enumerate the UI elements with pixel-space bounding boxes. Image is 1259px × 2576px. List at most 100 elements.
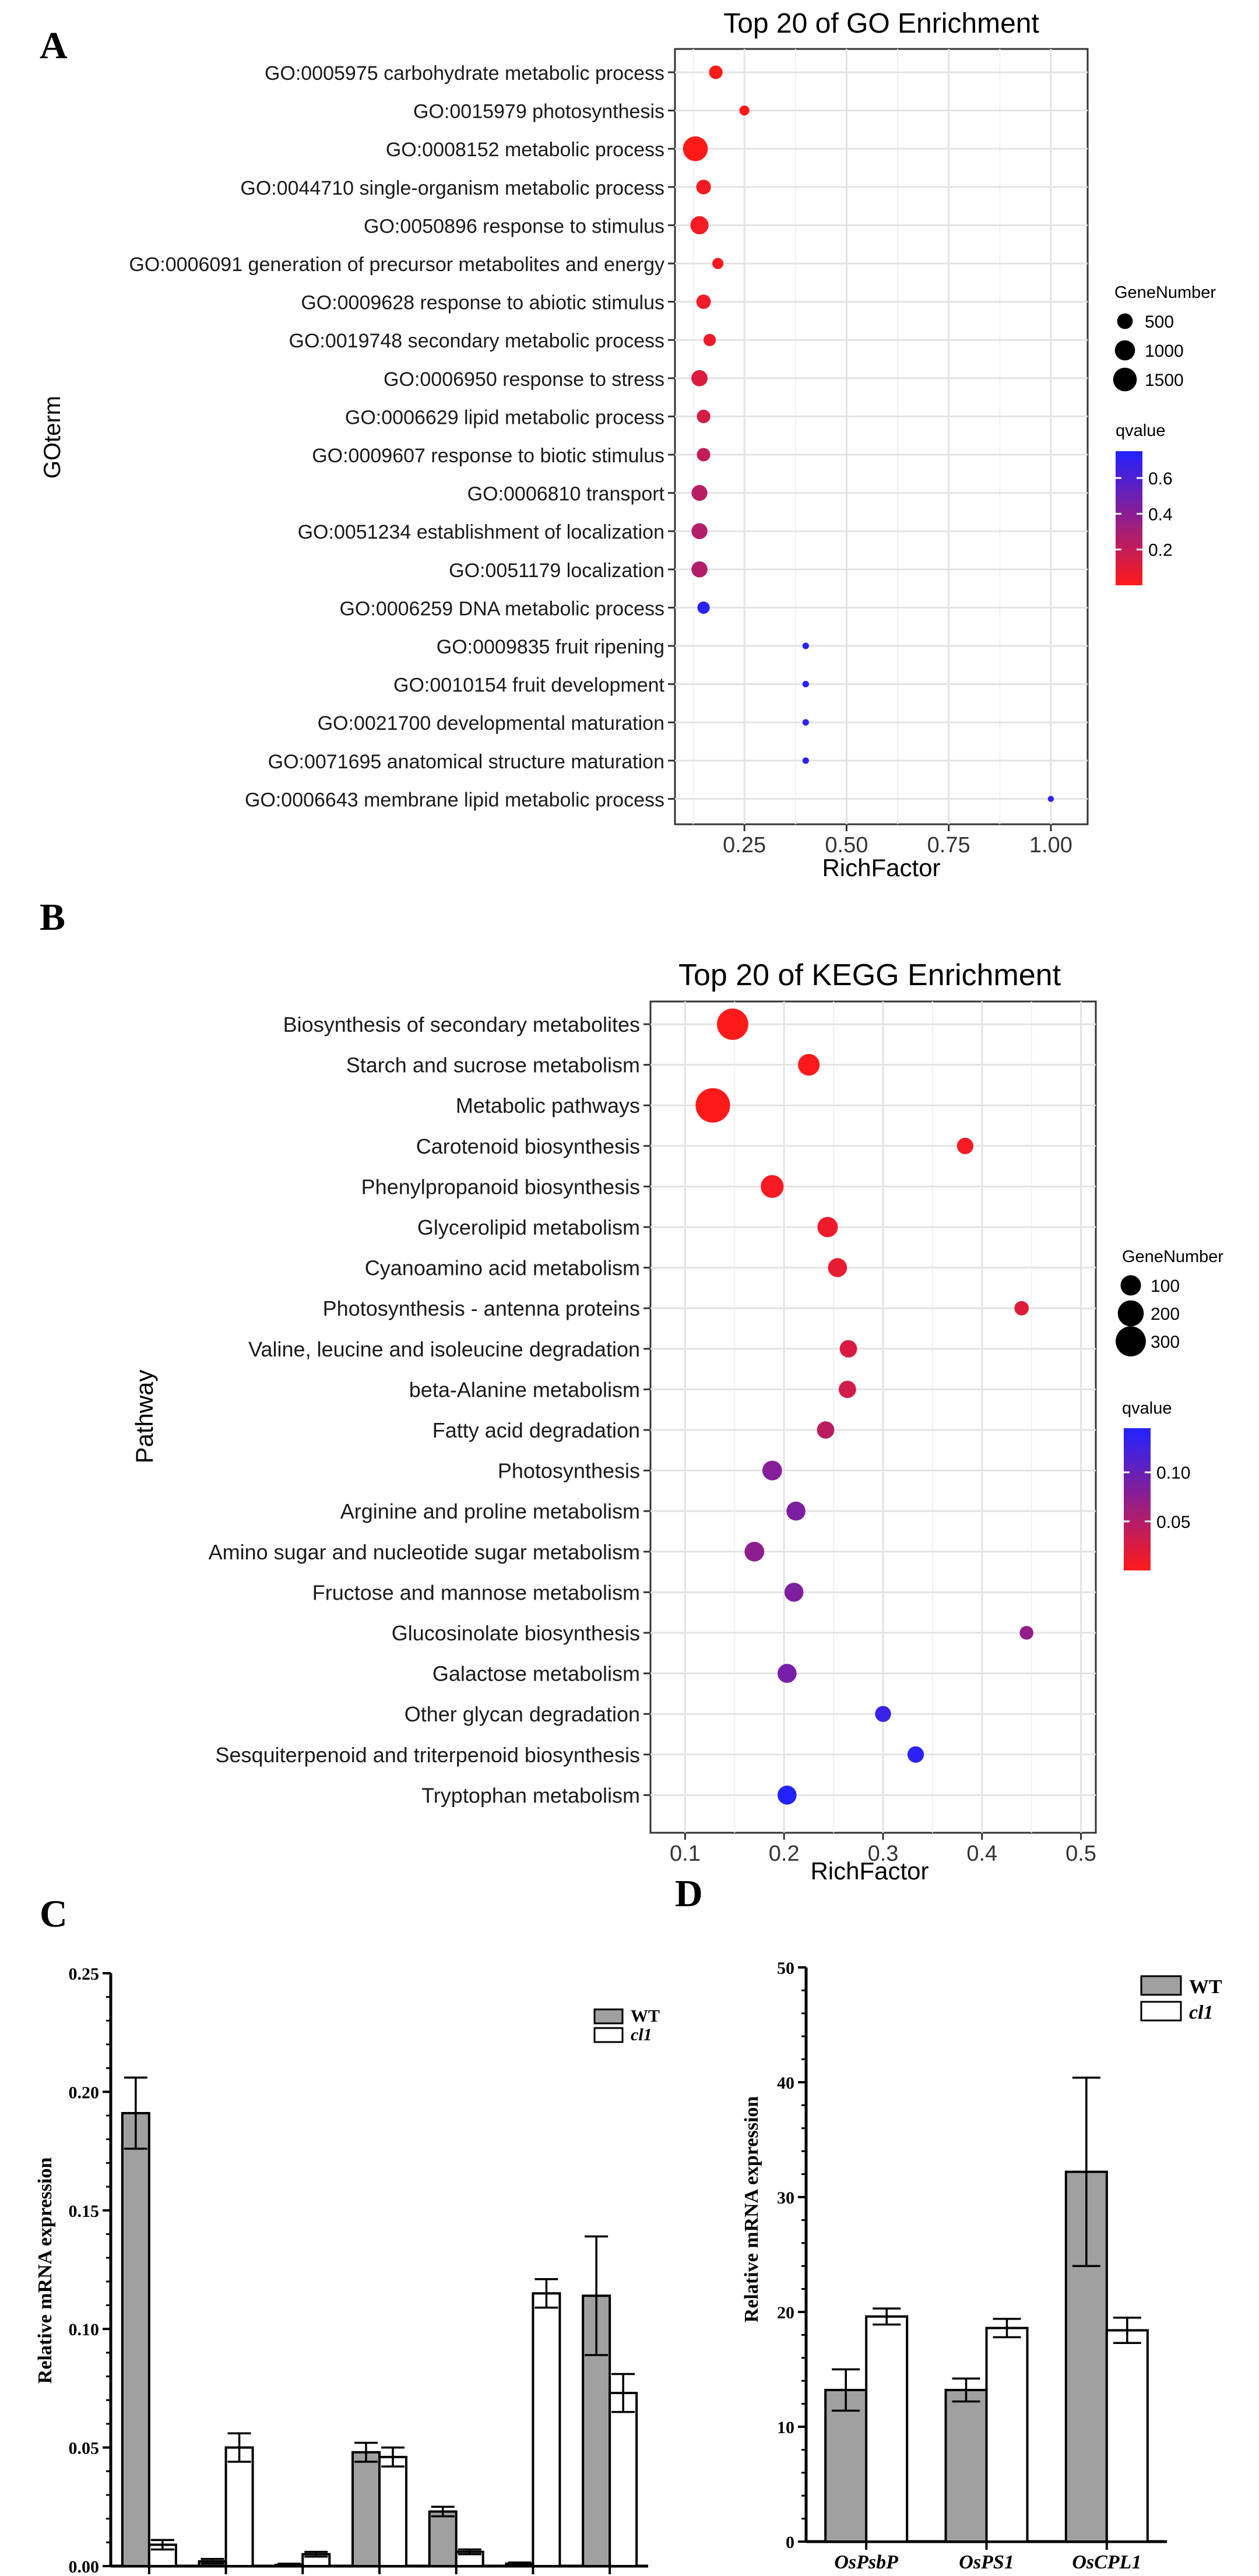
go-size-legend-dot [1114, 340, 1135, 361]
kegg-y-tick-label: Metabolic pathways [456, 1094, 640, 1117]
panel-label-c: C [40, 1893, 68, 1935]
go-x-tick-label: 0.25 [723, 833, 766, 858]
go-y-tick-label: GO:0051234 establishment of localization [298, 521, 664, 543]
kegg-x-tick-label: 0.1 [670, 1841, 701, 1866]
kegg-size-legend-label: 300 [1151, 1333, 1180, 1352]
c-bar [428, 2510, 458, 2568]
go-size-legend: GeneNumber 500 1000 1500 [1113, 283, 1216, 392]
kegg-point [956, 1137, 973, 1154]
go-y-tick-label: GO:0006950 response to stress [384, 368, 664, 391]
go-point [696, 294, 711, 309]
kegg-y-tick-label: Phenylpropanoid biosynthesis [361, 1175, 640, 1199]
c-legend-label: WT [631, 2006, 660, 2026]
d-y-tick-label: 20 [777, 2303, 794, 2322]
c-bar [609, 2392, 638, 2568]
kegg-y-tick-label: beta-Alanine metabolism [409, 1377, 640, 1401]
kegg-point [762, 1460, 782, 1481]
go-y-tick-label: GO:0009628 response to abiotic stimulus [301, 292, 664, 314]
go-size-legend-dot [1113, 367, 1137, 392]
kegg-enrichment-chart: Top 20 of KEGG Enrichment Biosynthesis o… [131, 958, 1223, 1885]
qpcr-chart-d: Relative mRNA expression 0 10 20 30 40 50 OsPs… [741, 1959, 1222, 2573]
d-bar [1105, 2329, 1149, 2543]
d-legend-label: cl1 [1189, 2002, 1214, 2023]
go-y-tick-label: GO:0006091 generation of precursor metab… [129, 254, 664, 276]
d-category-label: OsPsbP [834, 2552, 898, 2573]
c-bar [224, 2446, 254, 2568]
d-legend-swatch [1140, 2001, 1182, 2022]
kegg-point [817, 1421, 835, 1439]
c-y-tick-label: 0.15 [69, 2202, 100, 2221]
kegg-point [1014, 1301, 1029, 1316]
go-x-tick-label: 0.50 [825, 833, 868, 858]
kegg-point [744, 1541, 765, 1562]
go-point [696, 180, 711, 195]
go-y-tick-label: GO:0010154 fruit development [393, 674, 665, 697]
go-point [691, 561, 708, 578]
go-y-tick-label: GO:0044710 single-organism metabolic pro… [240, 177, 664, 199]
go-title: Top 20 of GO Enrichment [723, 8, 1039, 39]
go-plot-panel [674, 48, 1089, 825]
kegg-y-tick-label: Valine, leucine and isoleucine degradati… [248, 1337, 640, 1361]
go-y-tick-label: GO:0009835 fruit ripening [437, 636, 664, 658]
kegg-y-tick-label: Glucosinolate biosynthesis [392, 1621, 640, 1645]
kegg-point [695, 1088, 730, 1123]
go-y-tick-label: GO:0015979 photosynthesis [413, 101, 664, 123]
kegg-y-tick-label: Photosynthesis - antenna proteins [323, 1296, 640, 1320]
d-bar [865, 2315, 909, 2543]
go-point [712, 258, 724, 269]
c-bar [582, 2294, 611, 2568]
c-y-tick-label: 0.00 [69, 2557, 100, 2576]
kegg-point [786, 1501, 806, 1521]
c-bar [121, 2112, 150, 2567]
kegg-x-axis-title: RichFactor [810, 1857, 929, 1885]
kegg-plot-panel [649, 1000, 1097, 1834]
d-category-label: OsCPL1 [1072, 2552, 1141, 2573]
kegg-size-legend-dot [1120, 1275, 1141, 1296]
kegg-y-tick-label: Starch and sucrose metabolism [346, 1053, 640, 1077]
kegg-point [777, 1786, 797, 1805]
kegg-y-tick-label: Amino sugar and nucleotide sugar metabol… [209, 1540, 640, 1564]
go-point [802, 681, 809, 688]
c-y-tick-label: 0.25 [69, 1964, 100, 1984]
kegg-y-tick-label: Biosynthesis of secondary metabolites [283, 1013, 640, 1036]
kegg-colorbar-label: 0.10 [1156, 1464, 1190, 1483]
go-x-tick-label: 0.75 [927, 833, 970, 858]
kegg-point [777, 1664, 797, 1683]
go-x-tick-label: 1.00 [1029, 833, 1072, 858]
go-point [703, 333, 716, 346]
panel-label-d: D [675, 1872, 703, 1915]
c-y-tick-label: 0.20 [69, 2083, 100, 2102]
go-y-axis-title: GOterm [40, 396, 65, 479]
go-y-tick-label: GO:0051179 localization [449, 560, 664, 582]
go-y-tick-label: GO:0008152 metabolic process [386, 139, 664, 161]
kegg-y-axis-title: Pathway [131, 1369, 158, 1463]
kegg-y-tick-label: Glycerolipid metabolism [417, 1215, 640, 1239]
go-point [1047, 796, 1054, 802]
go-size-legend-label: 1500 [1145, 371, 1184, 390]
panel-label-a: A [40, 24, 68, 67]
kegg-y-tick-label: Fatty acid degradation [432, 1418, 640, 1442]
d-legend-swatch [1140, 1975, 1182, 1996]
kegg-y-tick-label: Arginine and proline metabolism [340, 1499, 640, 1523]
kegg-size-legend-dot [1116, 1326, 1146, 1356]
go-enrichment-chart: Top 20 of GO Enrichment GO:0005975 carbo… [40, 8, 1216, 881]
d-bar [824, 2388, 868, 2543]
d-category-label: OsPS1 [959, 2552, 1014, 2573]
kegg-size-legend-title: GeneNumber [1122, 1247, 1223, 1266]
go-point [690, 216, 709, 234]
go-y-tick-label: GO:0019748 secondary metabolic process [289, 330, 664, 352]
kegg-x-tick-label: 0.2 [769, 1841, 800, 1866]
kegg-size-legend-label: 200 [1151, 1305, 1180, 1324]
go-color-legend: qvalue 0.2 0.4 0.6 [1116, 421, 1173, 585]
kegg-point [798, 1054, 820, 1076]
kegg-y-tick-label: Cyanoamino acid metabolism [365, 1256, 640, 1280]
go-point [802, 719, 809, 726]
kegg-point [875, 1706, 891, 1722]
go-point [691, 485, 708, 501]
d-bar [985, 2327, 1029, 2543]
d-legend-label: WT [1189, 1976, 1222, 1998]
kegg-point [839, 1340, 857, 1358]
go-y-tick-label: GO:0050896 response to stimulus [364, 215, 664, 237]
go-y-tick-label: GO:0005975 carbohydrate metabolic proces… [265, 62, 664, 85]
